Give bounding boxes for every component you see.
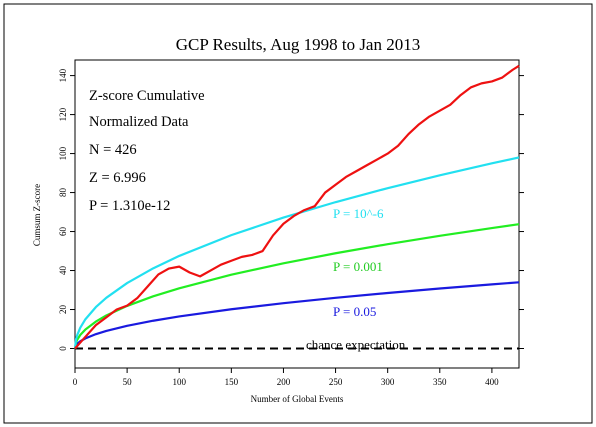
y-tick-label: 100: [58, 146, 68, 160]
annotation-n: N = 426: [89, 142, 137, 158]
x-tick-label: 150: [225, 377, 239, 387]
x-tick-label: 100: [172, 377, 186, 387]
x-axis-ticks: 0 50 100 150 200 250 300 350 400: [73, 368, 499, 387]
y-axis-ticks: 0 20 40 60 80 100 120 140: [58, 68, 524, 351]
y-tick-label: 140: [58, 68, 68, 82]
label-p-1e-6: P = 10^-6: [333, 206, 384, 221]
label-p-0001: P = 0.001: [333, 259, 383, 274]
x-tick-label: 350: [433, 377, 447, 387]
plot-area: 0 50 100 150 200 250 300 350 400 0 20 40 60 80 100 120…: [58, 59, 524, 387]
x-tick-label: 250: [329, 377, 343, 387]
label-chance: chance expectation: [306, 337, 406, 352]
outer-frame: [3, 3, 593, 424]
series-lines: [73, 64, 520, 350]
y-tick-label: 120: [58, 107, 68, 121]
x-axis-label: Number of Global Events: [251, 394, 344, 404]
curve-labels: P = 10^-6 P = 0.001 P = 0.05 chance expe…: [306, 206, 406, 352]
annotation-line1: Z-score Cumulative: [89, 88, 205, 104]
y-tick-label: 20: [58, 305, 68, 315]
x-tick-label: 300: [381, 377, 395, 387]
annotation-p: P = 1.310e-12: [89, 198, 170, 214]
annotation-z: Z = 6.996: [89, 170, 146, 186]
y-tick-label: 40: [58, 266, 68, 276]
x-tick-label: 200: [277, 377, 291, 387]
annotation-line2: Normalized Data: [89, 114, 189, 130]
series-line-2: [73, 223, 520, 349]
series-line-0: [74, 64, 520, 350]
x-tick-label: 400: [485, 377, 499, 387]
chart-title: GCP Results, Aug 1998 to Jan 2013: [176, 35, 420, 54]
y-tick-label: 80: [58, 188, 68, 198]
series-line-1: [73, 156, 520, 349]
x-tick-label: 50: [123, 377, 133, 387]
label-p-005: P = 0.05: [333, 304, 376, 319]
plot-frame: [74, 59, 520, 369]
y-axis-label: Cumsum Z-score: [32, 184, 42, 246]
y-tick-label: 60: [58, 227, 68, 237]
annotation-block: Z-score Cumulative Normalized Data N = 4…: [89, 88, 205, 214]
y-tick-label: 0: [58, 346, 68, 351]
x-tick-label: 0: [73, 377, 78, 387]
